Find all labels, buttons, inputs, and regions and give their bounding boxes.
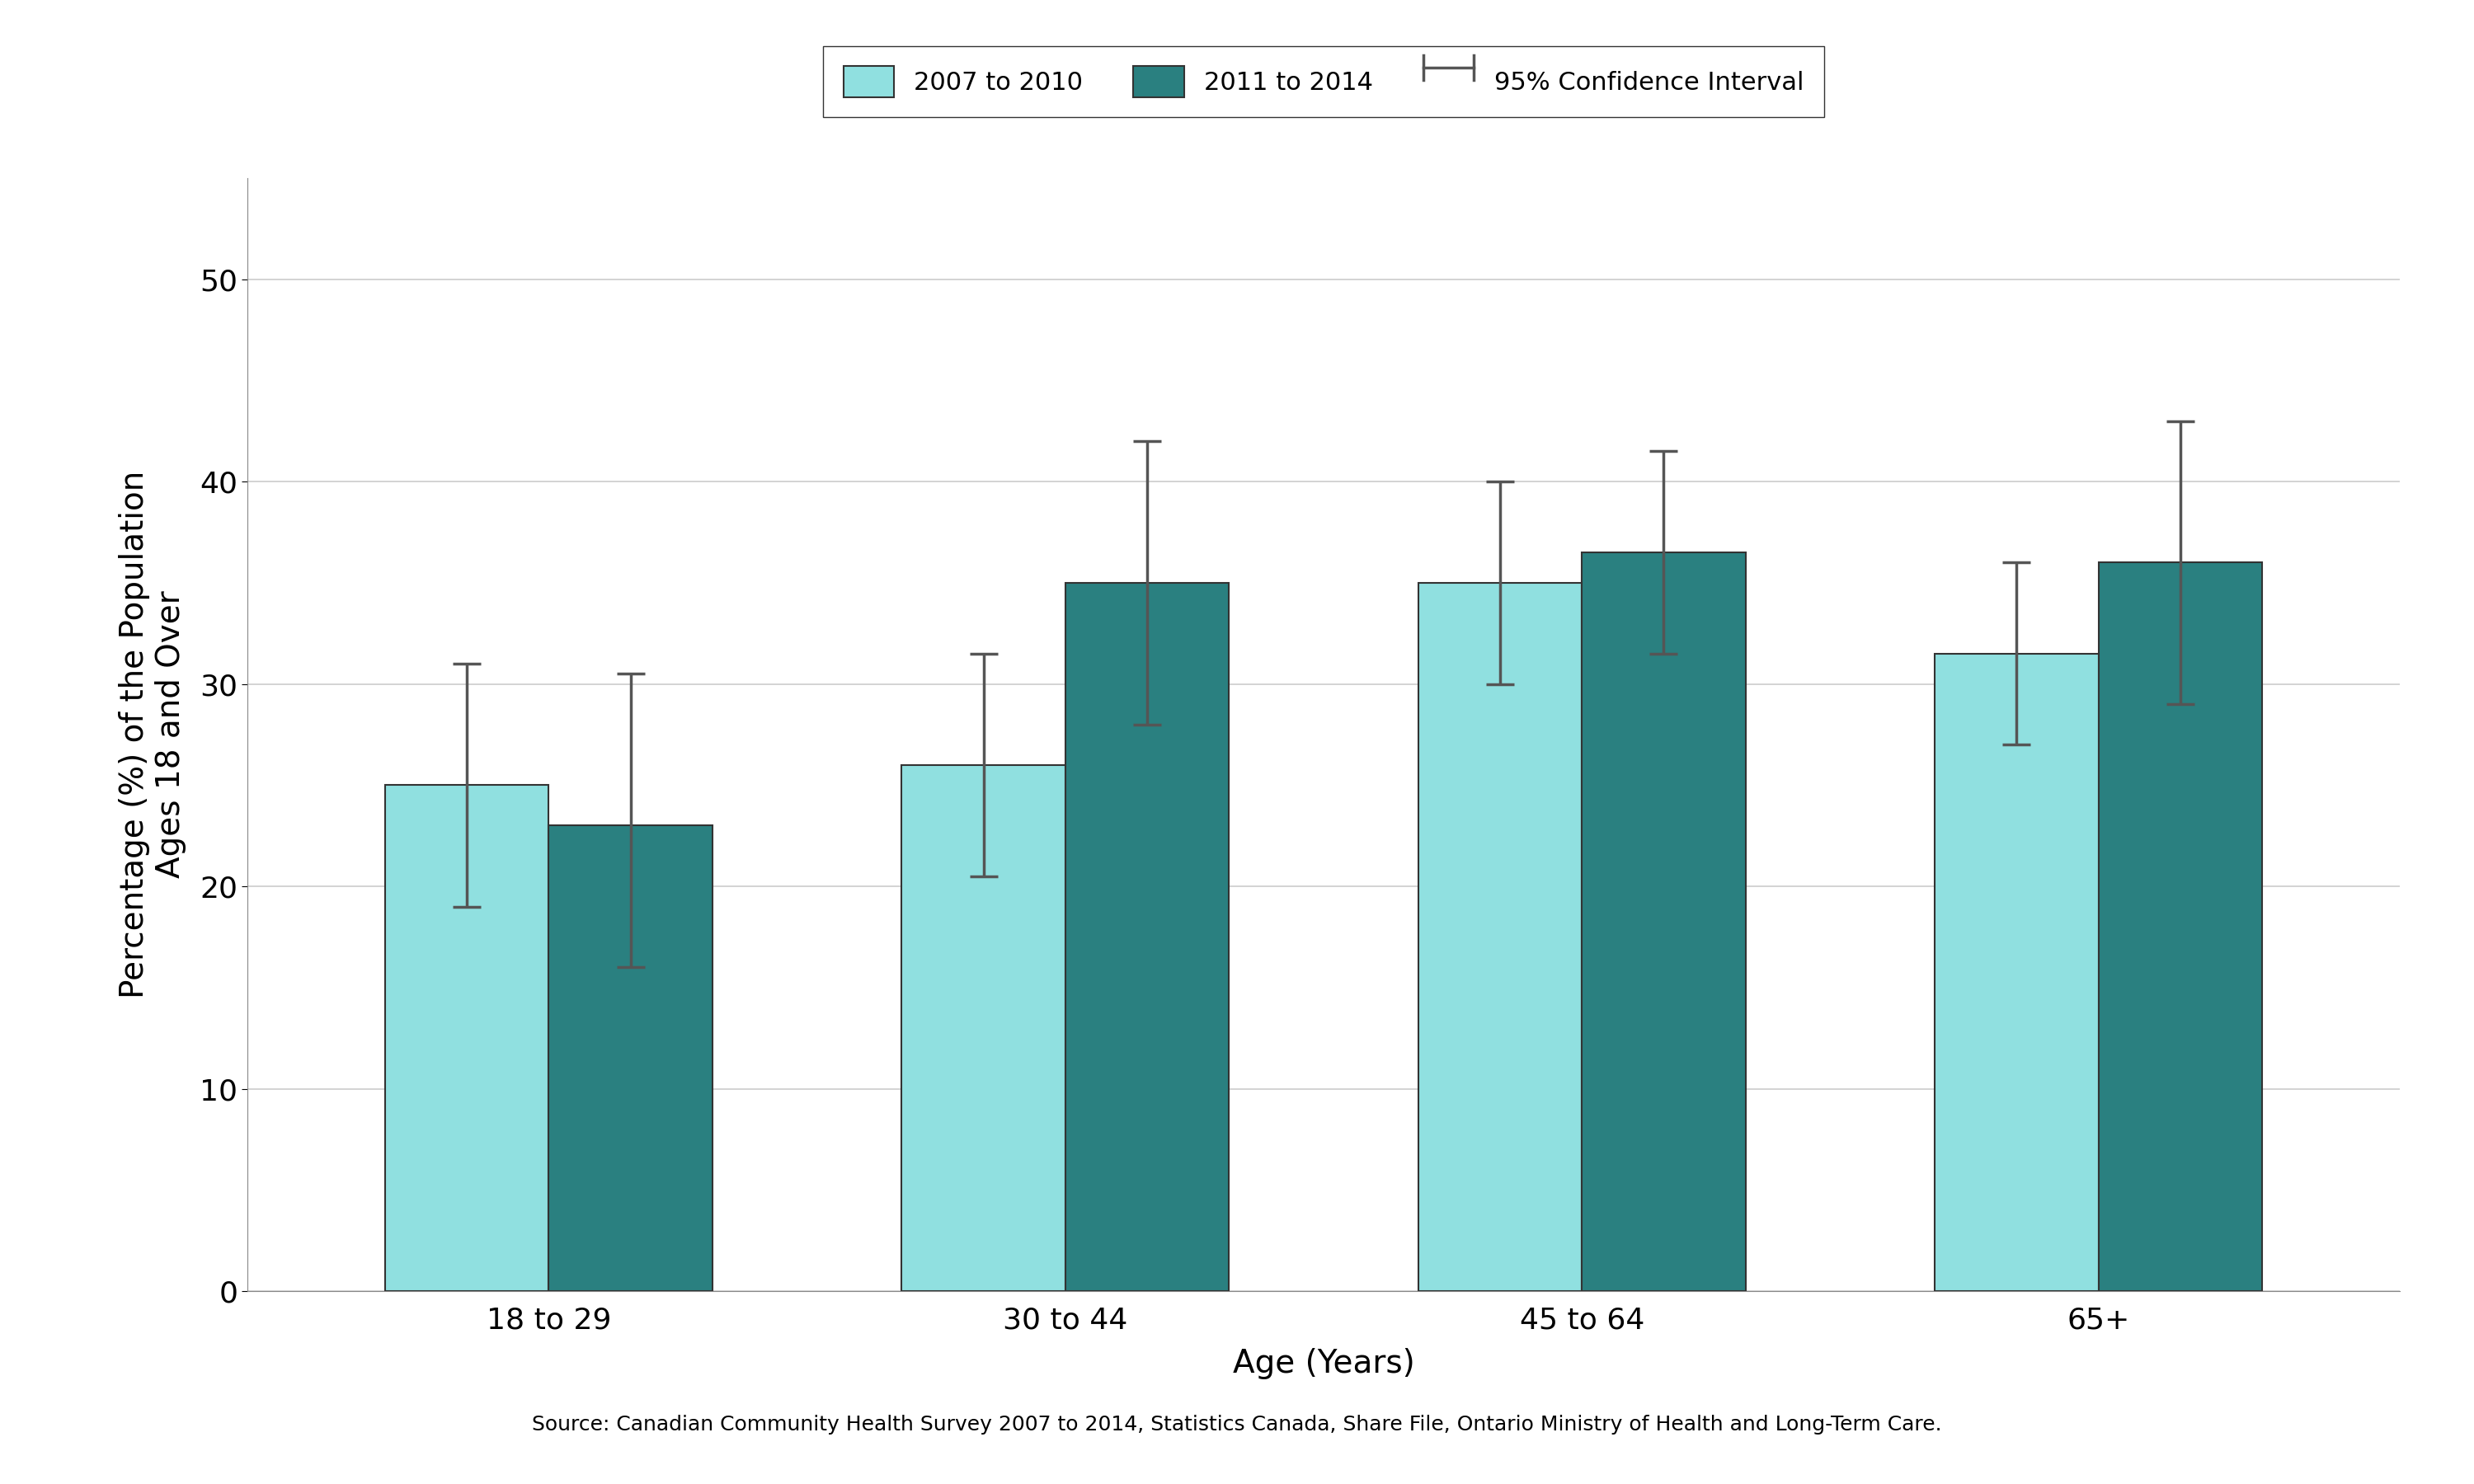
Legend: 2007 to 2010, 2011 to 2014, 95% Confidence Interval: 2007 to 2010, 2011 to 2014, 95% Confiden… <box>824 46 1823 117</box>
Y-axis label: Percentage (%) of the Population
Ages 18 and Over: Percentage (%) of the Population Ages 18… <box>119 470 186 999</box>
X-axis label: Age (Years): Age (Years) <box>1232 1349 1415 1380</box>
Bar <box>1066 583 1230 1291</box>
Bar <box>386 785 549 1291</box>
Text: Source: Canadian Community Health Survey 2007 to 2014, Statistics Canada, Share : Source: Canadian Community Health Survey… <box>532 1414 1942 1435</box>
Bar <box>549 825 713 1291</box>
Bar <box>1935 653 2098 1291</box>
Bar <box>1418 583 1581 1291</box>
Bar <box>1581 552 1747 1291</box>
Bar <box>901 764 1066 1291</box>
Bar <box>2098 562 2261 1291</box>
